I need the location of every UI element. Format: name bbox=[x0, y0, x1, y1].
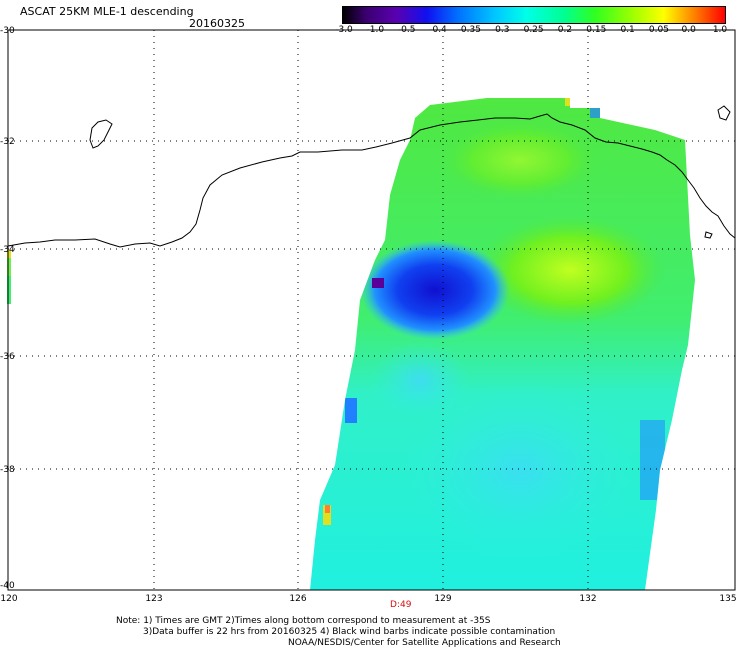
note-line-1: Note: 1) Times are GMT 2)Times along bot… bbox=[116, 616, 491, 626]
lon-label: 126 bbox=[289, 594, 307, 604]
lon-label: 132 bbox=[579, 594, 597, 604]
colorbar-tick-label: -1.0 bbox=[366, 25, 385, 35]
lon-label: 129 bbox=[434, 594, 452, 604]
colorbar bbox=[342, 6, 726, 24]
lat-label: -40 bbox=[0, 581, 15, 591]
colorbar-tick-label: 0.0 bbox=[681, 25, 696, 35]
colorbar-tick-label: -3.0 bbox=[335, 25, 353, 35]
map-frame bbox=[7, 29, 736, 591]
coastline bbox=[7, 105, 736, 248]
left-edge-data-strip bbox=[7, 250, 11, 304]
colorbar-tick-label: -0.1 bbox=[617, 25, 635, 35]
lat-label: -34 bbox=[0, 245, 15, 255]
time-marker: D:49 bbox=[390, 600, 412, 610]
product-date: 20160325 bbox=[189, 17, 245, 30]
colorbar-tick-label: -0.4 bbox=[429, 25, 447, 35]
product-title: ASCAT 25KM MLE-1 descending bbox=[20, 5, 194, 18]
note-line-2: 3)Data buffer is 22 hrs from 20160325 4)… bbox=[143, 627, 556, 637]
note-line-3: NOAA/NESDIS/Center for Satellite Applica… bbox=[288, 638, 561, 648]
lat-label: -36 bbox=[0, 352, 15, 362]
colorbar-tick-label: 1.0 bbox=[712, 25, 728, 35]
colorbar-tick-label: -0.5 bbox=[397, 25, 416, 35]
lat-label: -30 bbox=[0, 26, 15, 36]
lon-label: 120 bbox=[0, 594, 18, 604]
colorbar-tick-label: -0.2 bbox=[554, 25, 573, 35]
colorbar-tick-label: -0.35 bbox=[457, 25, 481, 35]
lat-label: -32 bbox=[0, 137, 15, 147]
colorbar-tick-label: -0.05 bbox=[645, 25, 669, 35]
lon-label: 123 bbox=[145, 594, 163, 604]
colorbar-tick-label: -0.3 bbox=[491, 25, 510, 35]
colorbar-tick-label: -0.25 bbox=[520, 25, 544, 35]
lat-label: -38 bbox=[0, 465, 15, 475]
lon-label: 135 bbox=[719, 594, 737, 604]
ascat-swath bbox=[310, 98, 695, 590]
colorbar-tick-label: -0.15 bbox=[583, 25, 607, 35]
